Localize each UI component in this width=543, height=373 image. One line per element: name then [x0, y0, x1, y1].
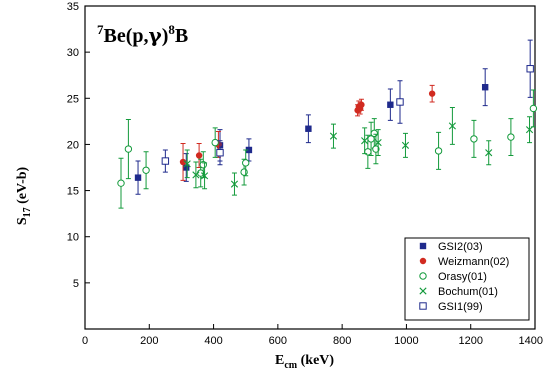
plot-frame	[84, 5, 536, 330]
legend-marker	[419, 257, 427, 265]
data-point	[481, 84, 489, 91]
data-point	[245, 146, 253, 154]
data-point	[372, 145, 380, 153]
x-tick-label: 0	[82, 335, 88, 347]
data-point	[216, 149, 224, 157]
data-point	[183, 160, 191, 168]
data-point	[358, 101, 365, 108]
x-tick-label: 800	[333, 335, 351, 347]
data-point	[485, 149, 493, 157]
data-point	[183, 164, 190, 171]
legend-label: Weizmann(02)	[438, 256, 509, 268]
data-point	[142, 166, 150, 174]
data-point	[242, 159, 250, 167]
legend-label: Bochum(01)	[438, 286, 498, 298]
x-tick-label: 200	[140, 335, 158, 347]
y-tick-label: 10	[67, 232, 79, 244]
chart-title: 7Be(p,γ)8B	[97, 22, 188, 47]
data-point	[329, 132, 338, 140]
data-point	[374, 138, 382, 147]
data-point	[117, 179, 125, 187]
data-point	[470, 135, 478, 143]
data-point	[507, 133, 515, 141]
axis-ticks	[84, 5, 536, 329]
data-point	[526, 65, 534, 73]
data-marks	[117, 39, 538, 209]
data-point	[161, 157, 170, 165]
data-point	[305, 125, 312, 132]
y-tick-label: 15	[67, 186, 79, 198]
x-tick-label: 1200	[458, 335, 482, 347]
data-point	[529, 104, 538, 113]
data-point	[387, 101, 394, 108]
y-tick-label: 20	[67, 139, 79, 151]
legend-marker	[419, 287, 427, 295]
x-tick-label: 1000	[394, 335, 418, 347]
legend: GSI2(03) Weizmann(02) Orasy(01) Bochum(01) G…	[404, 237, 530, 321]
y-tick-label: 5	[73, 278, 79, 290]
data-point	[134, 174, 142, 181]
series-gsi2-03	[134, 68, 489, 195]
legend-label: GSI2(03)	[438, 241, 483, 253]
data-point	[525, 126, 534, 134]
y-axis-title: S17 (eV-b)	[15, 166, 33, 225]
y-tick-label: 30	[67, 47, 79, 59]
data-point	[192, 171, 200, 179]
data-point	[434, 147, 443, 155]
data-point	[401, 141, 410, 149]
data-point	[428, 90, 436, 97]
axis-tick-labels: 0 200 400 600 800 1000 1200 1400 5 10 15 20 25 30 35	[67, 1, 543, 347]
data-point	[200, 172, 209, 180]
data-point	[448, 122, 456, 130]
legend-marker	[419, 302, 427, 310]
data-point	[361, 137, 369, 145]
x-tick-label: 600	[269, 335, 287, 347]
data-point	[124, 145, 133, 153]
series-gsi1-99	[161, 39, 534, 173]
legend-marker	[419, 272, 427, 280]
legend-label: GSI1(99)	[438, 301, 483, 313]
legend-marker	[419, 242, 427, 250]
x-axis-title: Ecm (keV)	[275, 353, 334, 371]
data-point	[370, 129, 378, 138]
x-tick-label: 400	[204, 335, 222, 347]
data-point	[396, 98, 404, 106]
data-point	[240, 168, 248, 176]
data-point	[179, 158, 187, 166]
x-tick-label: 1400	[519, 335, 543, 347]
series-orasy-01	[117, 89, 538, 209]
y-tick-label: 35	[67, 1, 79, 13]
data-point	[211, 138, 219, 147]
legend-label: Orasy(01)	[438, 271, 487, 283]
series-bochum-01	[183, 107, 534, 196]
data-point	[195, 152, 203, 159]
data-point	[230, 180, 239, 188]
y-tick-label: 25	[67, 93, 79, 105]
